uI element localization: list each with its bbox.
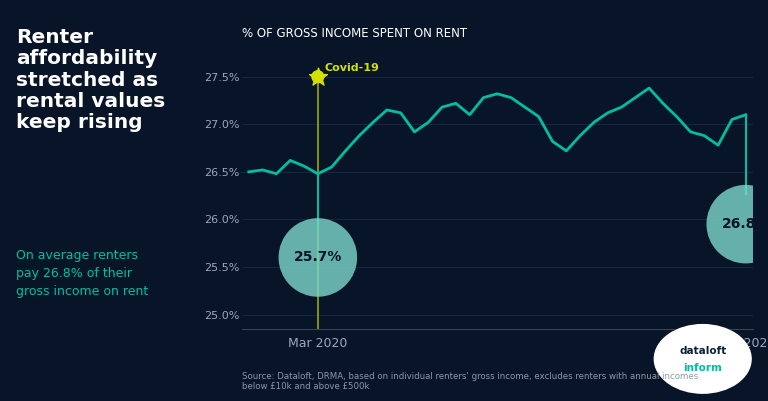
Point	[312, 73, 324, 80]
Text: 25.7%: 25.7%	[293, 251, 342, 264]
Text: Source: Dataloft, DRMA, based on individual renters' gross income, excludes rent: Source: Dataloft, DRMA, based on individ…	[242, 372, 698, 391]
Text: 26.8%: 26.8%	[722, 217, 768, 231]
Text: On average renters
pay 26.8% of their
gross income on rent: On average renters pay 26.8% of their gr…	[16, 249, 149, 298]
Text: Renter
affordability
stretched as
rental values
keep rising: Renter affordability stretched as rental…	[16, 28, 166, 132]
Text: dataloft: dataloft	[679, 346, 727, 356]
Circle shape	[654, 325, 751, 393]
Point	[312, 73, 324, 80]
Point	[312, 254, 324, 261]
Point	[740, 221, 752, 227]
Text: inform: inform	[684, 363, 722, 373]
Text: Covid-19: Covid-19	[325, 63, 379, 73]
Text: % OF GROSS INCOME SPENT ON RENT: % OF GROSS INCOME SPENT ON RENT	[242, 27, 467, 40]
